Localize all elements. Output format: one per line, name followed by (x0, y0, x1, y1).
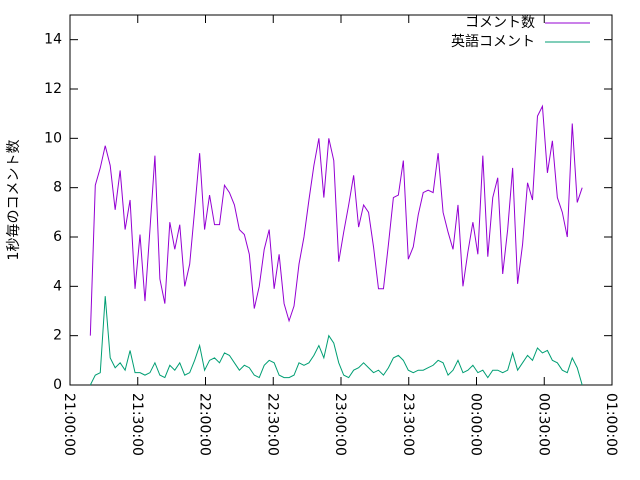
x-tick-label: 23:00:00 (332, 393, 348, 456)
legend-label: 英語コメント (451, 33, 535, 50)
y-tick-label: 0 (53, 377, 62, 393)
x-tick-label: 00:00:00 (468, 393, 484, 456)
y-axis-label: 1秒毎のコメント数 (6, 140, 22, 261)
y-tick-label: 12 (44, 81, 62, 97)
x-tick-label: 01:00:00 (603, 393, 619, 456)
y-tick-label: 4 (53, 278, 62, 294)
x-tick-label: 21:30:00 (129, 393, 145, 456)
series-line (89, 296, 583, 386)
y-tick-label: 6 (53, 229, 62, 245)
x-tick-label: 21:00:00 (61, 393, 77, 456)
series-line (89, 104, 583, 336)
y-tick-label: 8 (53, 180, 62, 196)
plot-frame (69, 14, 613, 386)
x-tick-label: 22:30:00 (264, 393, 280, 456)
x-tick-label: 23:30:00 (400, 393, 416, 456)
y-tick-label: 10 (44, 130, 62, 146)
x-tick-label: 22:00:00 (197, 393, 213, 456)
y-tick-label: 2 (53, 328, 62, 344)
x-tick-label: 00:30:00 (535, 393, 551, 456)
legend-label: コメント数 (465, 15, 535, 31)
y-tick-label: 14 (44, 32, 62, 48)
